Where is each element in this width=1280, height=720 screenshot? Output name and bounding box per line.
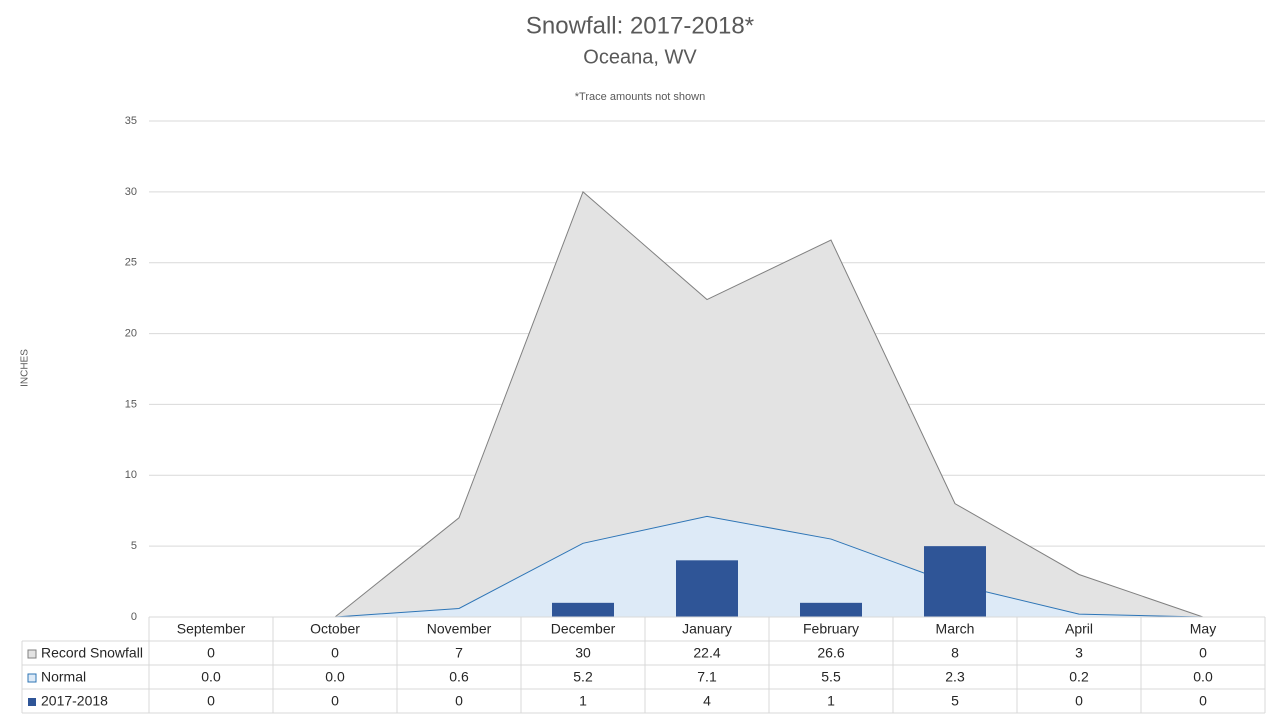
table-value: 7.1 <box>697 669 717 685</box>
table-value: 0.2 <box>1069 669 1089 685</box>
table-value: 0 <box>331 645 339 661</box>
y-tick-label: 0 <box>131 611 137 623</box>
table-value: 0 <box>1199 693 1207 709</box>
area <box>211 191 1204 618</box>
table-value: 3 <box>1075 645 1083 661</box>
table-value: 0.0 <box>201 669 221 685</box>
bar <box>924 546 986 617</box>
table-value: 30 <box>575 645 591 661</box>
table-value: 5 <box>951 693 959 709</box>
legend-swatch <box>27 673 37 683</box>
y-tick-label: 15 <box>125 398 137 410</box>
table-value: 8 <box>951 645 959 661</box>
legend-label: Record Snowfall <box>41 645 143 661</box>
chart-title: Snowfall: 2017-2018* <box>526 12 754 39</box>
table-value: 0 <box>207 645 215 661</box>
table-value: 0.0 <box>1193 669 1213 685</box>
legend-swatch <box>28 698 36 706</box>
x-tick-label: December <box>551 621 616 637</box>
y-tick-label: 30 <box>125 186 137 198</box>
chart-subtitle: Oceana, WV <box>583 46 697 68</box>
x-tick-label: September <box>177 621 246 637</box>
table-value: 0.0 <box>325 669 345 685</box>
table-value: 2.3 <box>945 669 965 685</box>
table-value: 7 <box>455 645 463 661</box>
table-value: 0 <box>455 693 463 709</box>
legend-label: Normal <box>41 669 86 685</box>
y-tick-label: 5 <box>131 540 137 552</box>
table-value: 26.6 <box>817 645 844 661</box>
legend-label: 2017-2018 <box>41 693 108 709</box>
table-value: 22.4 <box>693 645 720 661</box>
table-value: 0 <box>1075 693 1083 709</box>
y-tick-label: 10 <box>125 469 137 481</box>
x-tick-label: February <box>803 621 859 637</box>
y-tick-label: 25 <box>125 257 137 269</box>
table-value: 0 <box>1199 645 1207 661</box>
x-tick-label: October <box>310 621 360 637</box>
table-value: 5.2 <box>573 669 593 685</box>
table-value: 5.5 <box>821 669 841 685</box>
table-value: 0 <box>331 693 339 709</box>
y-axis-label: INCHES <box>20 349 31 387</box>
bar <box>676 560 738 617</box>
table-value: 0.6 <box>449 669 469 685</box>
x-tick-label: May <box>1190 621 1216 637</box>
x-tick-label: March <box>936 621 975 637</box>
legend-swatch <box>27 649 37 659</box>
y-tick-label: 20 <box>125 327 137 339</box>
table-value: 1 <box>827 693 835 709</box>
x-tick-label: April <box>1065 621 1093 637</box>
table-value: 1 <box>579 693 587 709</box>
x-tick-label: January <box>682 621 732 637</box>
bar <box>552 602 614 617</box>
table-value: 0 <box>207 693 215 709</box>
x-tick-label: November <box>427 621 492 637</box>
y-tick-label: 35 <box>125 115 137 127</box>
table-value: 4 <box>703 693 711 709</box>
bar <box>800 602 862 617</box>
chart-note: *Trace amounts not shown <box>575 91 705 103</box>
